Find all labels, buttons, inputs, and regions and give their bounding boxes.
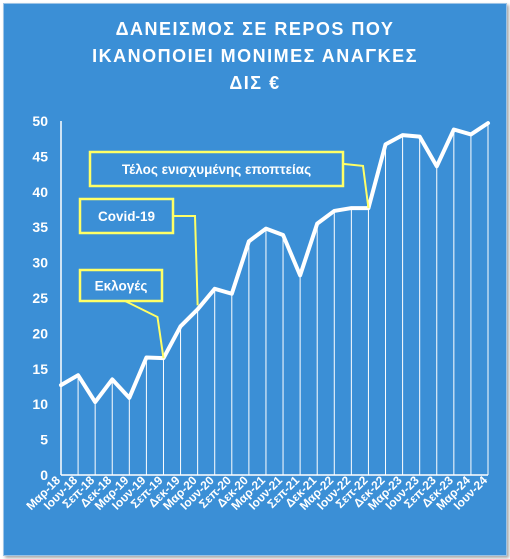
data-point: [332, 209, 336, 213]
y-tick-label: 40: [32, 184, 48, 200]
y-tick-label: 25: [32, 290, 48, 306]
data-point: [315, 222, 319, 226]
data-point: [59, 383, 63, 387]
y-tick-label: 45: [32, 148, 48, 164]
callout-connector: [342, 162, 370, 209]
data-point: [435, 164, 439, 168]
y-tick-label: 30: [32, 255, 48, 271]
data-point: [93, 400, 97, 404]
callout-connector: [173, 215, 199, 306]
data-point: [281, 233, 285, 237]
data-point: [384, 142, 388, 146]
data-point: [298, 273, 302, 277]
data-point: [144, 355, 148, 359]
y-tick-label: 10: [32, 396, 48, 412]
title-line-3: ΔΙΣ €: [229, 73, 281, 93]
data-point: [418, 135, 422, 139]
data-point: [452, 127, 456, 131]
y-tick-label: 50: [32, 113, 48, 129]
data-point: [486, 121, 490, 125]
y-tick-label: 15: [32, 361, 48, 377]
callout-label: Covid-19: [98, 209, 155, 224]
title-line-1: ΔΑΝΕΙΣΜΟΣ ΣΕ REPOS ΠΟΥ: [115, 19, 395, 39]
data-point: [213, 287, 217, 291]
data-point: [179, 324, 183, 328]
y-tick-label: 20: [32, 325, 48, 341]
callout-label: Εκλογές: [95, 279, 148, 294]
callout-box: [88, 150, 345, 188]
data-point: [349, 206, 353, 210]
callout-label: Τέλος ενισχυμένης εποπτείας: [122, 162, 311, 177]
data-point: [230, 292, 234, 296]
data-point: [264, 227, 268, 231]
title-line-2: ΙΚΑΝΟΠΟΙΕΙ ΜΟΝΙΜΕΣ ΑΝΑΓΚΕΣ: [92, 46, 418, 66]
series-line: [59, 121, 490, 405]
data-point: [110, 377, 114, 381]
callout-box: [78, 268, 164, 303]
y-tick-label: 0: [40, 467, 48, 483]
chart-panel: ΔΑΝΕΙΣΜΟΣ ΣΕ REPOS ΠΟΥ ΙΚΑΝΟΠΟΙΕΙ ΜΟΝΙΜΕ…: [3, 3, 507, 556]
data-point: [247, 239, 251, 243]
data-point: [127, 396, 131, 400]
y-tick-label: 35: [32, 219, 48, 235]
data-point: [401, 133, 405, 137]
data-point: [196, 307, 200, 311]
data-point: [469, 132, 473, 136]
y-tick-label: 5: [40, 432, 48, 448]
chart-title: ΔΑΝΕΙΣΜΟΣ ΣΕ REPOS ΠΟΥ ΙΚΑΝΟΠΟΙΕΙ ΜΟΝΙΜΕ…: [4, 16, 506, 97]
callout-box: [78, 197, 175, 235]
data-point: [76, 373, 80, 377]
callout-connector: [124, 300, 165, 359]
area-chart: 05101520253035404550Μαρ-18Ιουν-18Σεπ-18Δ…: [23, 113, 490, 513]
